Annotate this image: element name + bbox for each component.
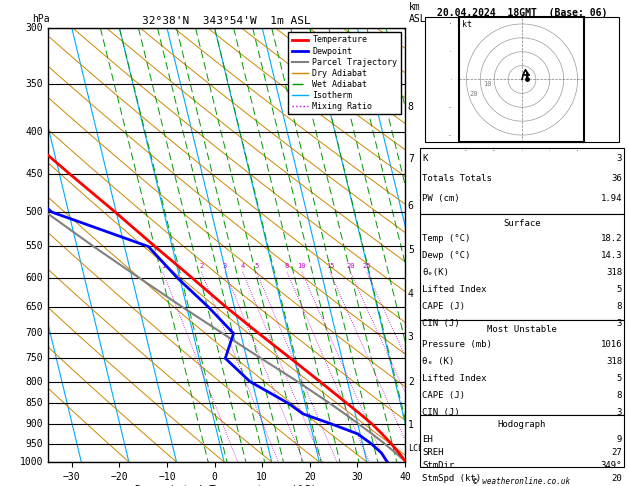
- Text: 3: 3: [616, 319, 622, 328]
- Text: 10: 10: [298, 263, 306, 269]
- Text: 18.2: 18.2: [601, 234, 622, 243]
- Text: PW (cm): PW (cm): [422, 194, 460, 203]
- Text: Pressure (mb): Pressure (mb): [422, 340, 492, 349]
- Bar: [420, 415, 624, 467]
- Text: 7: 7: [408, 155, 414, 164]
- Text: 8: 8: [616, 391, 622, 400]
- Text: 600: 600: [26, 273, 43, 283]
- Text: Dewp (°C): Dewp (°C): [422, 251, 470, 260]
- Text: 20: 20: [611, 474, 622, 483]
- Text: LCL: LCL: [408, 444, 423, 452]
- Text: StmDir: StmDir: [422, 461, 454, 470]
- Legend: Temperature, Dewpoint, Parcel Trajectory, Dry Adiabat, Wet Adiabat, Isotherm, Mi: Temperature, Dewpoint, Parcel Trajectory…: [288, 32, 401, 114]
- Text: CIN (J): CIN (J): [422, 408, 460, 417]
- Text: Temp (°C): Temp (°C): [422, 234, 470, 243]
- Text: 5: 5: [254, 263, 259, 269]
- Text: 750: 750: [26, 353, 43, 364]
- Text: 450: 450: [26, 169, 43, 179]
- Text: 10: 10: [483, 82, 492, 87]
- Text: © weatheronline.co.uk: © weatheronline.co.uk: [474, 477, 571, 486]
- X-axis label: Dewpoint / Temperature (°C): Dewpoint / Temperature (°C): [135, 485, 318, 486]
- Text: hPa: hPa: [32, 14, 50, 24]
- Text: 500: 500: [26, 207, 43, 217]
- Text: 800: 800: [26, 377, 43, 386]
- Text: 900: 900: [26, 419, 43, 429]
- Text: 5: 5: [616, 374, 622, 383]
- Text: 15: 15: [326, 263, 334, 269]
- Text: 349°: 349°: [601, 461, 622, 470]
- Text: 3: 3: [616, 408, 622, 417]
- Text: EH: EH: [422, 435, 433, 444]
- Text: Lifted Index: Lifted Index: [422, 285, 486, 294]
- Text: CAPE (J): CAPE (J): [422, 302, 465, 311]
- Text: 700: 700: [26, 329, 43, 338]
- Text: 1: 1: [408, 420, 414, 430]
- Text: 20: 20: [469, 91, 477, 97]
- Text: 4: 4: [408, 289, 414, 299]
- Text: CAPE (J): CAPE (J): [422, 391, 465, 400]
- Text: CIN (J): CIN (J): [422, 319, 460, 328]
- Text: 5: 5: [616, 285, 622, 294]
- Text: 27: 27: [611, 448, 622, 457]
- Text: kt: kt: [462, 20, 472, 29]
- Text: 300: 300: [26, 23, 43, 33]
- Bar: [425, 17, 619, 142]
- Text: 8: 8: [616, 302, 622, 311]
- Text: 8: 8: [408, 103, 414, 112]
- Text: 14.3: 14.3: [601, 251, 622, 260]
- Text: 20.04.2024  18GMT  (Base: 06): 20.04.2024 18GMT (Base: 06): [437, 8, 607, 18]
- Text: K: K: [422, 154, 427, 163]
- Bar: [420, 214, 624, 320]
- Text: 350: 350: [26, 79, 43, 88]
- Text: Totals Totals: Totals Totals: [422, 174, 492, 183]
- Text: 9: 9: [616, 435, 622, 444]
- Text: 3: 3: [408, 331, 414, 342]
- Bar: [420, 320, 624, 415]
- Text: 3: 3: [616, 154, 622, 163]
- Text: 25: 25: [362, 263, 371, 269]
- Text: 650: 650: [26, 302, 43, 312]
- Text: 36: 36: [611, 174, 622, 183]
- Text: 5: 5: [408, 245, 414, 256]
- Text: 8: 8: [285, 263, 289, 269]
- Text: θₑ (K): θₑ (K): [422, 357, 454, 366]
- Bar: [420, 148, 624, 214]
- Text: 3: 3: [223, 263, 227, 269]
- Text: Surface: Surface: [503, 219, 541, 228]
- Title: 32°38'N  343°54'W  1m ASL: 32°38'N 343°54'W 1m ASL: [142, 16, 311, 26]
- Text: 318: 318: [606, 268, 622, 277]
- Text: 20: 20: [346, 263, 355, 269]
- Text: Lifted Index: Lifted Index: [422, 374, 486, 383]
- Text: 2: 2: [408, 378, 414, 387]
- Text: 6: 6: [408, 201, 414, 211]
- Text: 550: 550: [26, 242, 43, 251]
- Text: km
ASL: km ASL: [409, 2, 426, 24]
- Text: θₑ(K): θₑ(K): [422, 268, 449, 277]
- Text: 1: 1: [160, 263, 165, 269]
- Text: Hodograph: Hodograph: [498, 420, 546, 429]
- Text: SREH: SREH: [422, 448, 443, 457]
- Text: Most Unstable: Most Unstable: [487, 325, 557, 334]
- Text: 2: 2: [199, 263, 203, 269]
- Text: 1000: 1000: [20, 457, 43, 467]
- Text: Mixing Ratio (g/kg): Mixing Ratio (g/kg): [425, 194, 435, 296]
- Text: 4: 4: [240, 263, 245, 269]
- Text: 318: 318: [606, 357, 622, 366]
- Text: StmSpd (kt): StmSpd (kt): [422, 474, 481, 483]
- Text: 1016: 1016: [601, 340, 622, 349]
- Text: 1.94: 1.94: [601, 194, 622, 203]
- Text: 400: 400: [26, 127, 43, 137]
- Text: 850: 850: [26, 399, 43, 408]
- Text: 950: 950: [26, 438, 43, 449]
